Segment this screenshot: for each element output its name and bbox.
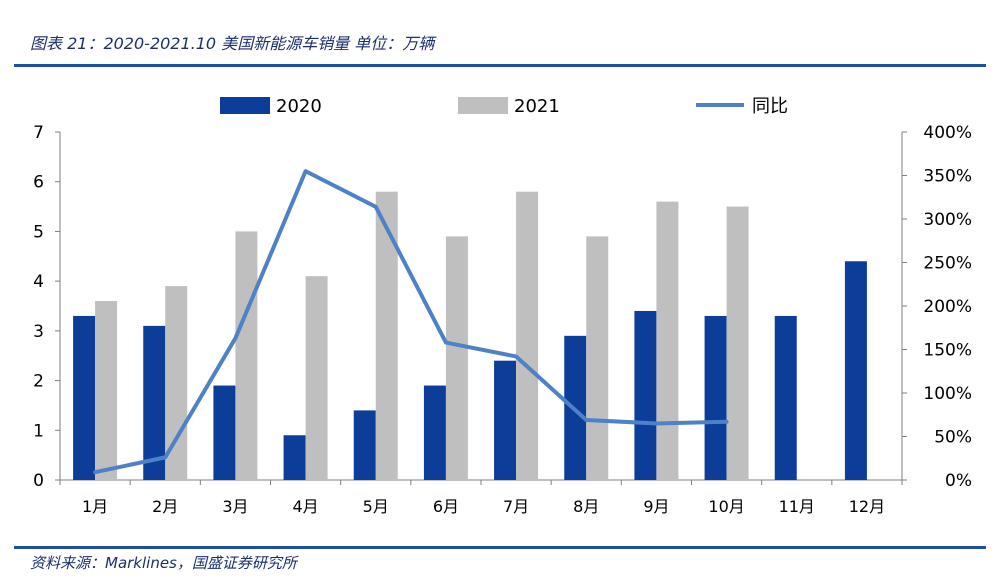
bar-2020 [704, 315, 727, 480]
right-tick-label: 350% [923, 167, 972, 187]
x-tick-label: 9月 [643, 497, 669, 516]
legend: 2020 2021 同比 [220, 96, 788, 117]
bar-2021 [235, 231, 258, 480]
bar-2021 [375, 191, 398, 480]
bar-2020 [283, 435, 306, 480]
x-tick-label: 11月 [779, 497, 815, 516]
bar-2020 [73, 315, 96, 480]
bar-2020 [774, 315, 797, 480]
bar-2020 [213, 385, 236, 480]
x-tick-label: 6月 [433, 497, 459, 516]
x-tick-label: 3月 [222, 497, 248, 516]
axes: 0 1 2 3 4 5 6 7 0% 50% 100% 150% 200% 250% 300% 350% 400… [33, 123, 972, 491]
right-tick-label: 400% [923, 123, 972, 143]
left-tick-label: 0 [33, 471, 44, 491]
figure-title: 图表 21：2020-2021.10 美国新能源车销量 单位：万辆 [30, 34, 435, 53]
bar-2020 [353, 410, 376, 480]
bar-2020 [494, 360, 517, 480]
x-tick-label: 2月 [152, 497, 178, 516]
x-tick-label: 10月 [708, 497, 744, 516]
bar-2020 [844, 261, 867, 480]
x-tick-label: 8月 [573, 497, 599, 516]
bar-2021 [726, 206, 749, 481]
bar-2021 [656, 201, 679, 480]
x-axis-labels: 1月 2月 3月 4月 5月 6月 7月 8月 9月 10月 11月 12月 [82, 497, 885, 516]
legend-label: 2020 [276, 96, 322, 117]
bar-2020 [634, 310, 657, 480]
bar-2021 [586, 236, 609, 480]
bar-2021 [516, 191, 539, 480]
top-rule [14, 64, 986, 67]
chart: 2020 2021 同比 0 1 2 3 4 5 6 7 0% 50% 100% 150% 200% 250%… [33, 96, 972, 516]
bar-2021 [95, 301, 118, 480]
legend-label: 2021 [514, 96, 560, 117]
left-tick-label: 5 [33, 222, 44, 242]
legend-swatch-2020 [220, 97, 270, 114]
source-note: 资料来源：Marklines，国盛证券研究所 [30, 554, 297, 572]
left-tick-label: 1 [33, 421, 44, 441]
bar-2020 [423, 385, 446, 480]
x-tick-label: 1月 [82, 497, 108, 516]
bottom-rule [14, 546, 986, 549]
bar-2021 [445, 236, 468, 480]
left-tick-label: 3 [33, 322, 44, 342]
legend-swatch-2021 [458, 97, 508, 114]
right-tick-label: 250% [923, 254, 972, 274]
left-tick-label: 6 [33, 173, 44, 193]
x-tick-label: 12月 [849, 497, 885, 516]
legend-label: 同比 [752, 96, 788, 117]
right-tick-label: 0% [945, 471, 972, 491]
yoy-line [93, 169, 729, 475]
yoy-line-series [93, 169, 729, 475]
left-tick-label: 2 [33, 372, 44, 392]
left-tick-label: 7 [33, 123, 44, 143]
right-tick-label: 50% [934, 428, 972, 448]
bar-2020 [143, 325, 166, 480]
bar-2021 [305, 276, 328, 480]
right-tick-label: 300% [923, 210, 972, 230]
x-tick-label: 7月 [503, 497, 529, 516]
right-tick-label: 200% [923, 297, 972, 317]
right-tick-label: 100% [923, 384, 972, 404]
x-tick-label: 4月 [292, 497, 318, 516]
x-tick-label: 5月 [363, 497, 389, 516]
bars [73, 191, 867, 481]
left-tick-label: 4 [33, 272, 44, 292]
right-tick-label: 150% [923, 341, 972, 361]
